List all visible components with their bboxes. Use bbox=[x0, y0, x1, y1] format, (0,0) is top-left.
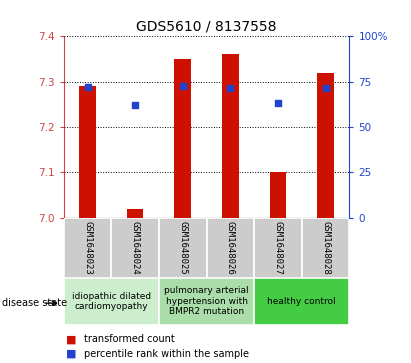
Text: GSM1648027: GSM1648027 bbox=[273, 221, 282, 275]
Text: healthy control: healthy control bbox=[268, 297, 336, 306]
Bar bbox=[127, 209, 143, 218]
Bar bbox=[79, 86, 96, 218]
Text: percentile rank within the sample: percentile rank within the sample bbox=[84, 349, 249, 359]
Text: pulmonary arterial
hypertension with
BMPR2 mutation: pulmonary arterial hypertension with BMP… bbox=[164, 286, 249, 316]
Text: GSM1648023: GSM1648023 bbox=[83, 221, 92, 275]
Bar bbox=[254, 218, 302, 278]
Point bbox=[322, 85, 329, 91]
Bar bbox=[64, 218, 111, 278]
Text: GSM1648025: GSM1648025 bbox=[178, 221, 187, 275]
Bar bbox=[270, 172, 286, 218]
Point bbox=[275, 101, 281, 106]
Text: idiopathic dilated
cardiomyopathy: idiopathic dilated cardiomyopathy bbox=[72, 291, 151, 311]
Bar bbox=[111, 218, 159, 278]
Point bbox=[84, 84, 91, 90]
Bar bbox=[302, 218, 349, 278]
Bar bbox=[206, 218, 254, 278]
Point bbox=[227, 85, 233, 91]
Text: disease state: disease state bbox=[2, 298, 67, 308]
Bar bbox=[317, 73, 334, 218]
Text: GSM1648024: GSM1648024 bbox=[131, 221, 140, 275]
Bar bbox=[174, 59, 191, 218]
Title: GDS5610 / 8137558: GDS5610 / 8137558 bbox=[136, 20, 277, 34]
Text: transformed count: transformed count bbox=[84, 334, 175, 344]
Text: ■: ■ bbox=[66, 334, 76, 344]
Bar bbox=[254, 278, 349, 325]
Bar bbox=[159, 218, 206, 278]
Text: GSM1648026: GSM1648026 bbox=[226, 221, 235, 275]
Text: GSM1648028: GSM1648028 bbox=[321, 221, 330, 275]
Bar bbox=[159, 278, 254, 325]
Point bbox=[180, 83, 186, 89]
Bar bbox=[64, 278, 159, 325]
Bar bbox=[222, 54, 239, 218]
Text: ■: ■ bbox=[66, 349, 76, 359]
Point bbox=[132, 102, 139, 108]
